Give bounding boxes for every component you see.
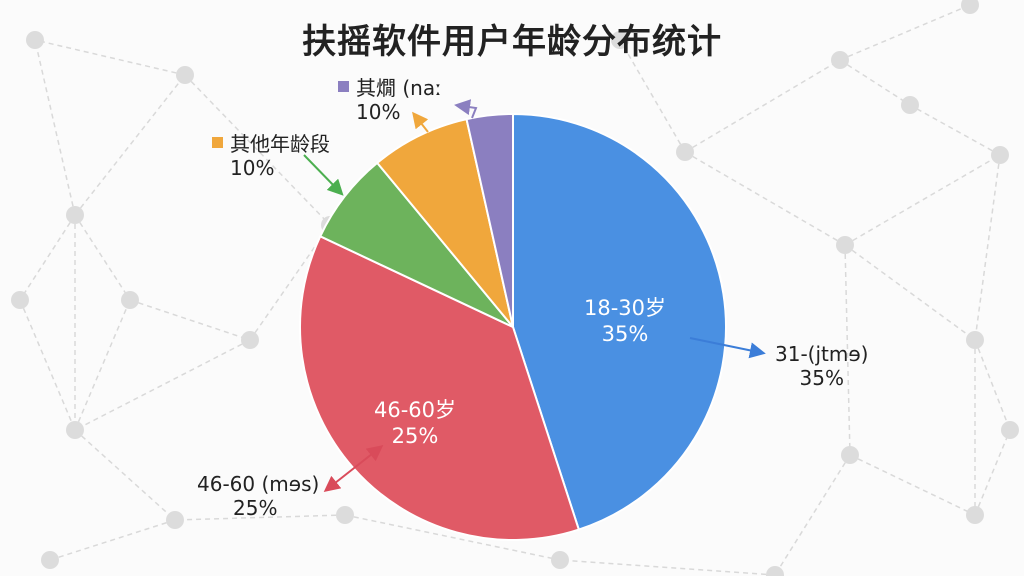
slice-blue-percent: 35%	[601, 322, 649, 346]
background-node	[766, 566, 784, 576]
pie-slice-blue	[512, 112, 727, 531]
slice-label-red: 46-60岁 25%	[355, 397, 475, 449]
background-edge	[74, 429, 176, 521]
background-node	[41, 551, 59, 569]
leader-line-purple	[454, 99, 478, 119]
annotation-red-value: 25%	[233, 496, 278, 520]
slice-red-category: 46-60岁	[373, 398, 457, 422]
background-node	[611, 31, 629, 49]
leader-line-orange	[412, 111, 429, 133]
background-node	[676, 143, 694, 161]
background-node	[901, 96, 919, 114]
background-edge	[49, 519, 176, 561]
annotation-blue-value: 35%	[799, 366, 844, 390]
background-edge	[839, 59, 911, 106]
annotation-red: 46-60 (mɘs) 25%	[197, 472, 319, 520]
background-edge	[74, 74, 186, 216]
background-edge	[909, 104, 1001, 156]
annotation-purple-label: 其燗 (naː	[356, 76, 442, 100]
background-edge	[974, 339, 1011, 431]
leader-line-green	[303, 154, 344, 196]
annotation-orange-value: 10%	[230, 156, 275, 180]
background-node	[166, 511, 184, 529]
annotation-orange-label: 其他年龄段	[230, 132, 330, 156]
annotation-purple-value: 10%	[356, 100, 401, 124]
background-node	[836, 236, 854, 254]
background-node	[961, 0, 979, 14]
background-node	[831, 51, 849, 69]
background-node	[966, 331, 984, 349]
background-edge	[344, 514, 561, 561]
background-node	[26, 31, 44, 49]
annotation-red-label: 46-60 (mɘs)	[197, 472, 320, 496]
background-edge	[844, 244, 851, 456]
annotation-orange: 其他年龄段 10%	[230, 132, 330, 180]
leader-line-blue	[689, 337, 766, 359]
pie-slice-purple	[465, 112, 514, 328]
background-node	[1001, 421, 1019, 439]
background-edge	[619, 39, 686, 153]
leader-line-red	[323, 445, 384, 492]
background-node	[121, 291, 139, 309]
slice-label-blue: 18-30岁 35%	[565, 295, 685, 347]
slice-red-percent: 25%	[391, 424, 439, 448]
background-node	[551, 551, 569, 569]
background-node	[11, 291, 29, 309]
background-edge	[974, 429, 1011, 516]
background-node	[966, 506, 984, 524]
background-edge	[974, 154, 1001, 341]
background-edge	[19, 299, 76, 431]
background-edge	[774, 454, 851, 576]
background-edge	[74, 214, 131, 301]
orange-legend-swatch	[212, 137, 223, 148]
background-edge	[844, 154, 1001, 246]
purple-legend-swatch	[338, 81, 349, 92]
annotation-blue-label: 31-(jtmɘ)	[775, 342, 869, 366]
annotation-blue: 31-(jtmɘ) 35%	[775, 342, 868, 390]
background-edge	[34, 39, 186, 76]
background-node	[841, 446, 859, 464]
background-node	[336, 506, 354, 524]
annotation-purple: 其燗 (naː 10%	[356, 76, 442, 124]
background-edge	[184, 74, 331, 226]
background-edge	[839, 4, 971, 61]
background-edge	[19, 214, 76, 301]
background-edge	[34, 39, 76, 216]
background-node	[176, 66, 194, 84]
background-edge	[684, 151, 846, 246]
background-edge	[129, 299, 251, 341]
background-node	[241, 331, 259, 349]
background-edge	[74, 339, 251, 431]
background-edge	[74, 299, 131, 431]
slice-blue-category: 18-30岁	[583, 296, 667, 320]
chart-title: 扶摇软件用户年龄分布统计	[302, 22, 722, 62]
pie-slice-orange	[375, 117, 514, 328]
background-edge	[174, 514, 346, 521]
background-edge	[684, 59, 841, 153]
background-node	[66, 206, 84, 224]
background-node	[991, 146, 1009, 164]
background-node	[66, 421, 84, 439]
